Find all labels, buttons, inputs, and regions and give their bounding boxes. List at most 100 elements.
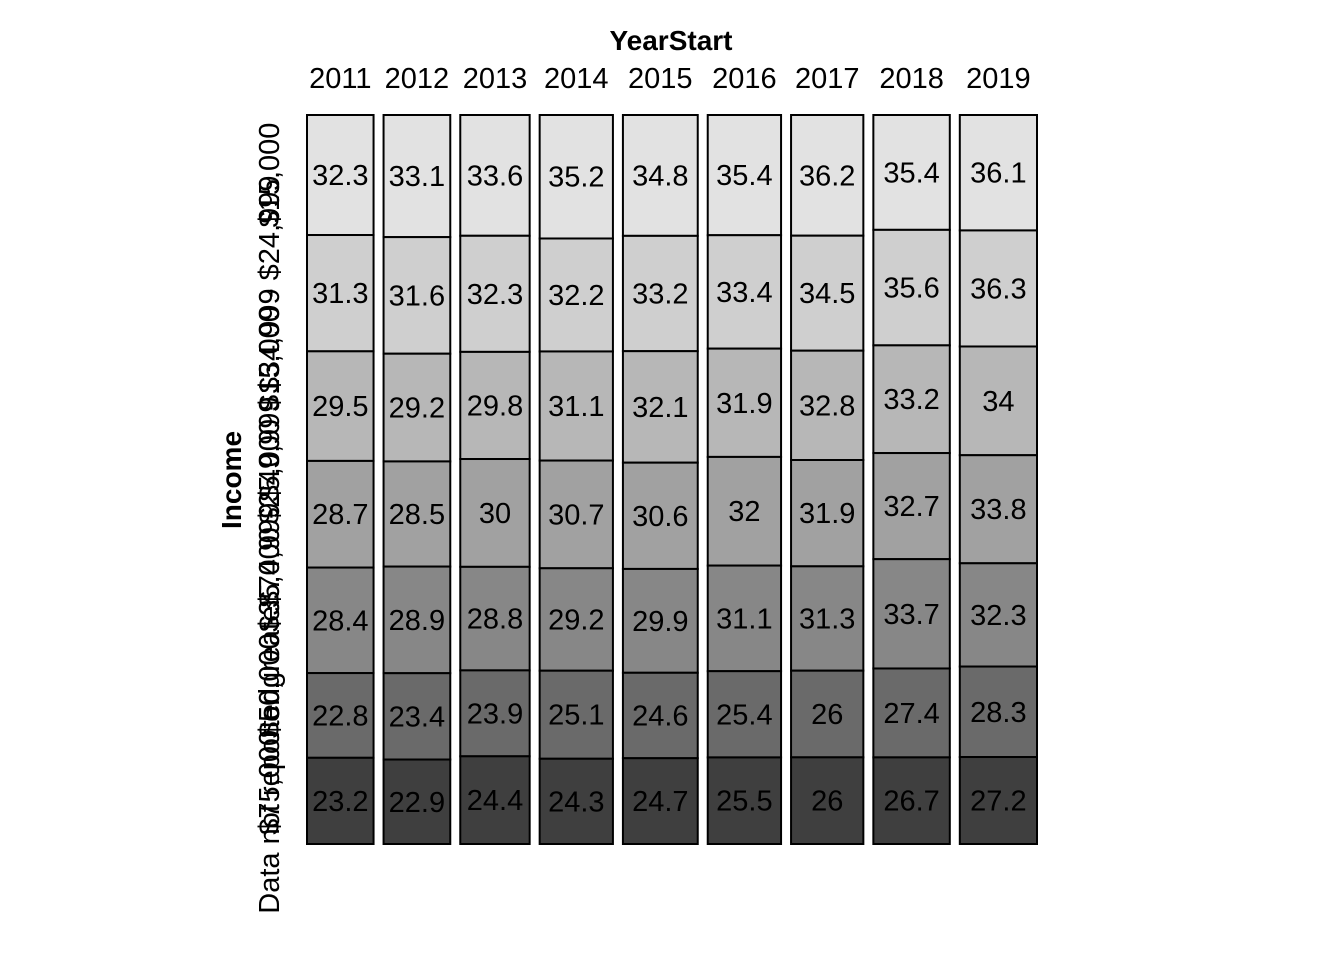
mosaic-tile: [790, 234, 865, 352]
cell-value-label: 31.3: [799, 604, 855, 636]
mosaic-tile: [306, 756, 375, 845]
cell-value-label: 22.8: [312, 700, 368, 732]
mosaic-tile: [538, 459, 614, 570]
row-label: $75,000 or greater: [254, 596, 286, 835]
mosaic-tile: [872, 228, 951, 347]
mosaic-tile: [872, 558, 951, 670]
cell-value-label: 27.4: [883, 698, 939, 730]
mosaic-tile: [958, 454, 1038, 565]
cell-value-label: 35.6: [883, 273, 939, 305]
cell-value-label: 29.9: [632, 606, 688, 638]
column-label: 2017: [795, 63, 860, 95]
row-labels: $15,000$15,000 - $24,999$25,000 - $34,99…: [254, 123, 286, 914]
cell-value-label: 31.9: [716, 388, 772, 420]
mosaic-tile: [790, 459, 865, 568]
mosaic-tile: [958, 562, 1038, 668]
cell-value-label: 25.5: [716, 786, 772, 818]
mosaic-tile: [306, 566, 375, 675]
mosaic-tile: [706, 234, 783, 350]
cell-value-label: 33.7: [883, 599, 939, 631]
cell-value-label: 28.4: [312, 605, 368, 637]
mosaic-tile: [306, 350, 375, 462]
mosaic-tile: [958, 114, 1038, 232]
cell-value-label: 30.7: [548, 499, 604, 531]
cell-value-label: 32.3: [970, 600, 1026, 632]
column-label: 2019: [966, 63, 1031, 95]
row-label: $15,000: [254, 123, 286, 228]
cell-value-label: 35.4: [883, 157, 939, 189]
column-labels: 2011 2012 2013 2014 2015 2016 2017 2018 2019: [309, 63, 1031, 95]
cell-value-label: 28.7: [312, 499, 368, 531]
mosaic-tile: [459, 114, 531, 237]
cell-value-label: 32.7: [883, 491, 939, 523]
cell-value-label: 24.7: [632, 786, 688, 818]
cell-value-label: 33.6: [467, 160, 523, 192]
mosaic-tile: [706, 564, 783, 673]
mosaic-tile: [459, 234, 531, 353]
mosaic-tile: [621, 757, 699, 846]
mosaic-tile: [382, 672, 452, 761]
column-label: 2011: [309, 63, 371, 95]
cell-value-label: 25.1: [548, 700, 604, 732]
cell-value-label: 22.9: [389, 787, 445, 819]
mosaic-tile: [538, 114, 614, 240]
cell-value-label: 23.9: [467, 698, 523, 730]
cell-value-label: 28.3: [970, 697, 1026, 729]
cell-value-label: 33.2: [883, 384, 939, 416]
mosaic-tile: [538, 350, 614, 462]
column-label: 2015: [628, 63, 693, 95]
cell-value-label: 28.5: [389, 499, 445, 531]
cell-value-label: 35.4: [716, 160, 772, 192]
cell-value-label: 30: [479, 498, 511, 530]
mosaic-tiles: [306, 114, 1038, 846]
cell-value-label: 32.3: [467, 279, 523, 311]
cell-value-label: 34: [982, 386, 1014, 418]
cell-value-label: 29.8: [467, 390, 523, 422]
column-label: 2013: [463, 63, 528, 95]
cell-value-label: 36.2: [799, 160, 855, 192]
cell-value-label: 32.8: [799, 390, 855, 422]
cell-value-label: 28.8: [467, 604, 523, 636]
mosaic-tile: [706, 114, 783, 237]
mosaic-tile: [459, 350, 531, 461]
mosaic-tile: [382, 352, 452, 463]
cell-value-label: 24.6: [632, 701, 688, 733]
row-label: $50,000 - $74,999: [254, 503, 286, 738]
mosaic-tile: [382, 236, 452, 355]
cell-value-label: 33.1: [389, 161, 445, 193]
cell-value-label: 24.3: [548, 786, 604, 818]
row-label: $15,000 - $24,999: [254, 175, 286, 410]
mosaic-tile: [621, 461, 699, 570]
mosaic-tile: [872, 344, 951, 455]
cell-value-label: 26: [811, 786, 843, 818]
cell-value-label: 36.3: [970, 274, 1026, 306]
mosaic-tile: [459, 458, 531, 568]
cell-value-label: 24.4: [467, 785, 523, 817]
column-label: 2016: [712, 63, 777, 95]
mosaic-tile: [459, 755, 531, 845]
cell-value-label: 29.2: [389, 393, 445, 425]
cell-value-label: 33.2: [632, 279, 688, 311]
mosaic-tile: [790, 565, 865, 672]
row-label: Data not reported: [254, 688, 286, 914]
cell-value-label: 32: [728, 496, 760, 528]
mosaic-tile: [790, 349, 865, 462]
mosaic-tile: [382, 758, 452, 846]
mosaic-tile: [958, 665, 1038, 759]
cell-value-label: 32.3: [312, 160, 368, 192]
mosaic-tile: [382, 460, 452, 568]
cell-value-label: 23.4: [389, 701, 445, 733]
mosaic-tile: [538, 237, 614, 353]
mosaic-tile: [872, 756, 951, 846]
column-label: 2012: [385, 63, 450, 95]
mosaic-tile: [382, 114, 452, 239]
cell-value-label: 23.2: [312, 786, 368, 818]
mosaic-tile: [306, 672, 375, 759]
mosaic-tile: [790, 756, 865, 846]
mosaic-tile: [382, 565, 452, 675]
mosaic-tile: [621, 350, 699, 464]
cell-value-label: 32.1: [632, 392, 688, 424]
y-axis-title: Income: [216, 431, 247, 529]
mosaic-tile: [459, 565, 531, 672]
